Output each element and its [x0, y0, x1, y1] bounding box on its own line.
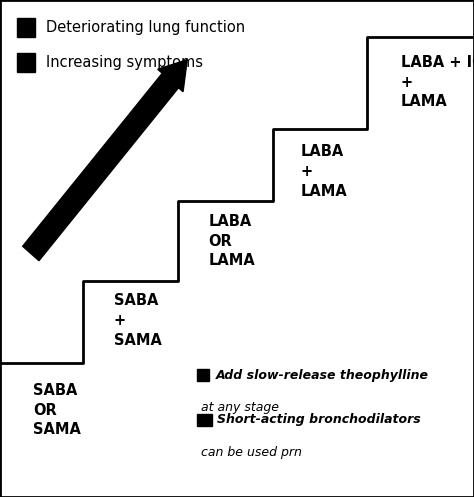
Text: SABA
OR
SAMA: SABA OR SAMA — [33, 383, 81, 437]
Text: Deteriorating lung function: Deteriorating lung function — [46, 20, 246, 35]
Text: LABA
OR
LAMA: LABA OR LAMA — [209, 214, 255, 268]
Text: Add slow-release theophylline: Add slow-release theophylline — [216, 369, 428, 382]
Bar — [197, 414, 212, 426]
Text: SABA
+
SAMA: SABA + SAMA — [114, 293, 162, 348]
FancyArrow shape — [23, 60, 187, 261]
Bar — [197, 369, 209, 382]
Text: Increasing symptoms: Increasing symptoms — [46, 55, 203, 70]
Text: LABA
+
LAMA: LABA + LAMA — [301, 144, 348, 199]
Bar — [17, 53, 35, 72]
Text: LABA + ICS
+
LAMA: LABA + ICS + LAMA — [401, 55, 474, 109]
Text: Short-acting bronchodilators: Short-acting bronchodilators — [217, 414, 420, 426]
Bar — [17, 18, 35, 37]
Text: at any stage: at any stage — [201, 401, 280, 414]
Text: can be used prn: can be used prn — [201, 446, 302, 459]
